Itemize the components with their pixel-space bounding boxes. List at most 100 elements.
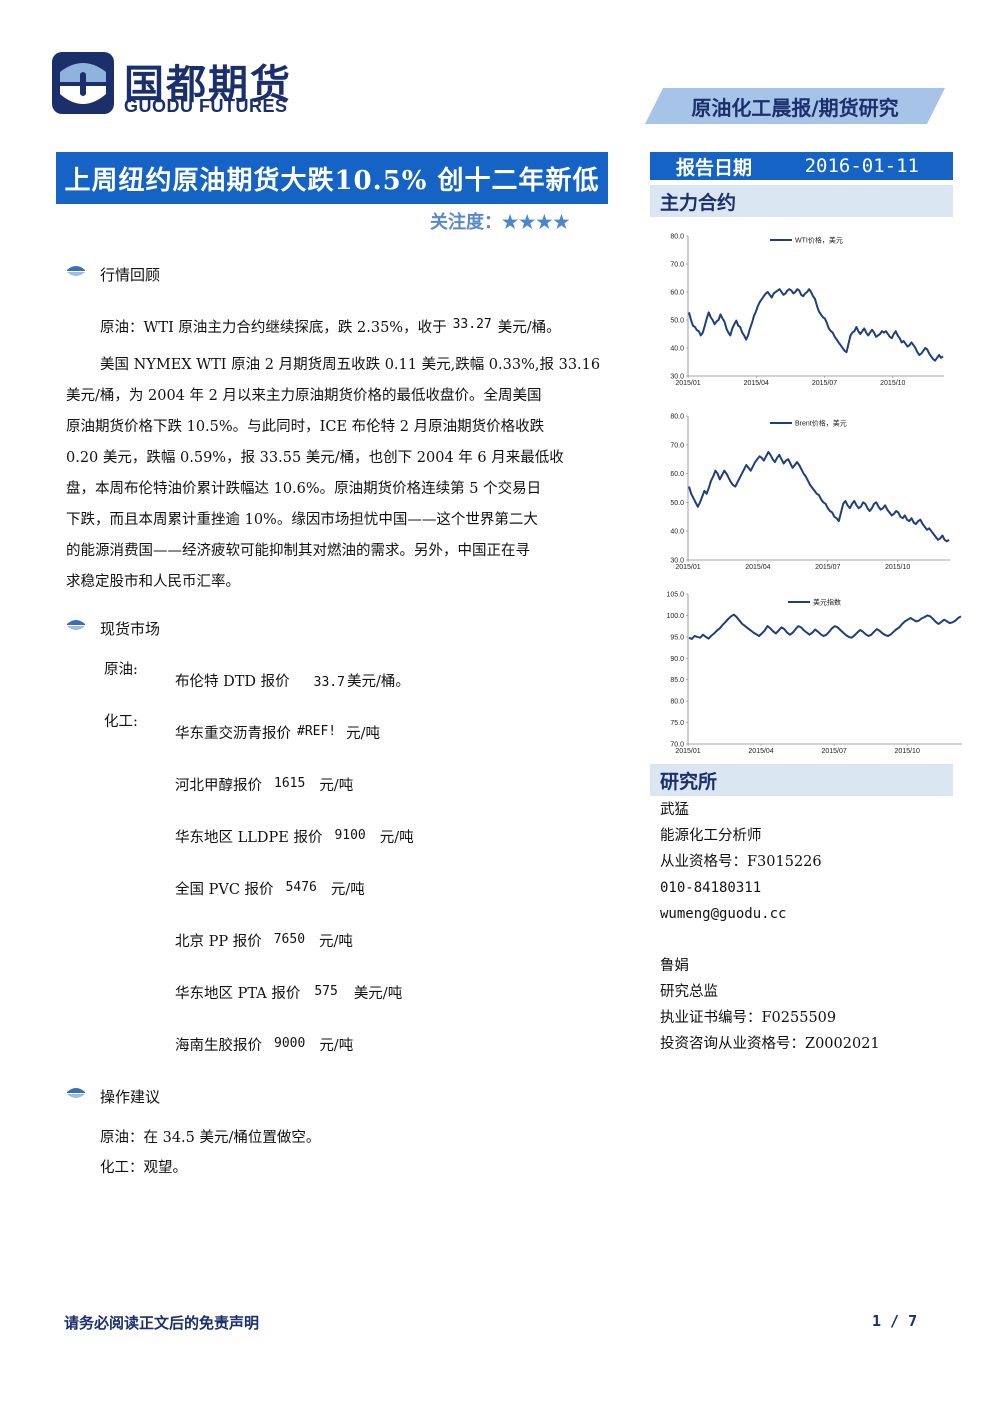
spot-item-unit: 元/吨 — [319, 778, 354, 794]
y-tick-label: 70.0 — [670, 742, 684, 749]
y-tick-label: 30.0 — [670, 558, 684, 565]
spot-item-name: 北京 PP 报价 — [175, 934, 262, 950]
y-tick-label: 70.0 — [670, 442, 684, 449]
x-tick-label: 2015/01 — [675, 748, 700, 755]
x-tick-label: 2015/04 — [745, 564, 770, 571]
advice-crude: 原油：在 34.5 美元/桶位置做空。 — [100, 1130, 321, 1146]
section-title-review: 行情回顾 — [100, 266, 161, 284]
y-tick-label: 60.0 — [670, 290, 684, 297]
report-type-banner: 原油化工晨报/期货研究 — [645, 88, 945, 124]
researcher-2: 鲁娟 研究总监 执业证书编号：F0255509 投资咨询从业资格号：Z00020… — [660, 953, 880, 1057]
y-tick-label: 40.0 — [670, 529, 684, 536]
review-line: 原油期货价格下跌 10.5%。与此同时，ICE 布伦特 2 月原油期货价格收跌 — [66, 419, 545, 435]
report-date-label: 报告日期 — [676, 156, 753, 179]
researcher-cert: 从业资格号：F3015226 — [660, 854, 822, 870]
x-tick-label: 2015/07 — [815, 564, 840, 571]
spot-item-unit: 元/吨 — [330, 882, 365, 898]
y-tick-label: 70.0 — [670, 262, 684, 269]
review-line: 求稳定股市和人民币汇率。 — [66, 574, 240, 590]
review-lead: 原油：WTI 原油主力合约继续探底，跌 2.35%，收于 33.27 美元/桶。 — [100, 316, 561, 337]
spot-item: 华东重交沥青报价 #REF! 元/吨 — [175, 722, 380, 743]
spot-item-name: 华东重交沥青报价 — [175, 726, 291, 742]
spot-item-unit: 美元/桶。 — [346, 674, 410, 690]
disclaimer-link[interactable]: 请务必阅读正文后的免责声明 — [64, 1314, 260, 1332]
attention-label: 关注度： — [430, 212, 502, 233]
spot-item-unit: 元/吨 — [346, 726, 381, 742]
y-tick-label: 80.0 — [670, 699, 684, 706]
spot-item: 海南生胶报价 9000 元/吨 — [175, 1034, 353, 1055]
spot-item-value: 7650 — [273, 932, 306, 947]
series-line — [688, 613, 962, 640]
spot-item: 河北甲醇报价 1615 元/吨 — [175, 774, 353, 795]
x-tick-label: 2015/10 — [895, 748, 920, 755]
review-lead-unit: 美元/桶。 — [497, 320, 561, 336]
researcher-phone: 010-84180311 — [660, 880, 762, 896]
review-lead-text: 原油：WTI 原油主力合约继续探底，跌 2.35%，收于 — [100, 320, 447, 336]
logo-english-text: GUODU FUTURES — [124, 96, 288, 116]
spot-item: 全国 PVC 报价 5476 元/吨 — [175, 878, 365, 899]
y-tick-label: 40.0 — [670, 346, 684, 353]
section-bullet-icon — [67, 1088, 85, 1098]
main-contract-header: 主力合约 — [650, 185, 953, 217]
y-tick-label: 85.0 — [670, 677, 684, 684]
advice-chem: 化工：观望。 — [100, 1160, 187, 1176]
report-title: 上周纽约原油期货大跌10.5% 创十二年新低 — [64, 165, 600, 196]
spot-item-name: 河北甲醇报价 — [175, 778, 262, 794]
spot-item: 布伦特 DTD 报价 33.7 美元/桶。 — [175, 670, 410, 691]
researcher-title: 研究总监 — [660, 984, 718, 1000]
spot-item-unit: 元/吨 — [379, 830, 414, 846]
page-number: 1 / 7 — [872, 1312, 918, 1330]
y-tick-label: 80.0 — [670, 414, 684, 421]
researcher-title: 能源化工分析师 — [660, 828, 762, 844]
review-paragraph: 美国 NYMEX WTI 原油 2 月期货周五收跌 0.11 美元,跌幅 0.3… — [66, 350, 602, 598]
spot-item-value: 9100 — [334, 828, 366, 843]
report-type-label: 原油化工晨报/期货研究 — [691, 95, 899, 120]
spot-item-value: #REF! — [297, 724, 337, 739]
x-tick-label: 2015/01 — [675, 564, 700, 571]
y-tick-label: 60.0 — [670, 471, 684, 478]
spot-item-unit: 元/吨 — [319, 934, 353, 950]
main-contract-label: 主力合约 — [660, 191, 737, 214]
section-bullet-icon — [67, 266, 85, 276]
spot-item-name: 海南生胶报价 — [175, 1038, 262, 1054]
y-tick-label: 50.0 — [670, 318, 684, 325]
section-title-spot: 现货市场 — [100, 620, 161, 638]
x-tick-label: 2015/07 — [821, 748, 846, 755]
y-tick-label: 30.0 — [670, 374, 684, 381]
spot-item-value: 1615 — [274, 776, 306, 791]
spot-item: 华东地区 PTA 报价 575 美元/吨 — [175, 982, 402, 1003]
spot-chem-label: 化工: — [104, 714, 138, 730]
wti-price-chart: 30.0 40.0 50.0 60.0 70.0 80.0 2015/01 2015/04 20… — [670, 234, 944, 387]
y-tick-label: 75.0 — [670, 720, 684, 727]
researcher-name: 鲁娟 — [660, 958, 689, 974]
attention-rating: 关注度：★★★★ — [430, 208, 571, 234]
guodu-logo-icon — [52, 52, 114, 114]
spot-item-value: 33.7 — [313, 675, 345, 690]
legend-label: 美元指数 — [813, 598, 841, 607]
x-tick-label: 2015/04 — [744, 380, 769, 387]
y-tick-label: 105.0 — [666, 592, 684, 599]
researcher-cert: 执业证书编号：F0255509 — [660, 1010, 837, 1026]
review-line: 下跌，而且本周累计重挫逾 10%。缘因市场担忧中国——这个世界第二大 — [66, 512, 538, 528]
x-tick-label: 2015/07 — [812, 380, 837, 387]
spot-item-unit: 美元/吨 — [353, 986, 403, 1002]
legend-label: Brent价格，美元 — [795, 419, 847, 428]
review-line: 美国 NYMEX WTI 原油 2 月期货周五收跌 0.11 美元,跌幅 0.3… — [100, 357, 601, 373]
wti-close-value: 33.27 — [452, 317, 492, 332]
review-line: 的能源消费国——经济疲软可能抑制其对燃油的需求。另外，中国正在寻 — [66, 543, 530, 559]
legend-label: WTI价格，美元 — [795, 236, 843, 245]
spot-item-value: 5476 — [285, 880, 317, 895]
series-line — [688, 288, 944, 362]
institute-header: 研究所 — [650, 764, 953, 796]
report-title-bar: 上周纽约原油期货大跌10.5% 创十二年新低 — [56, 152, 608, 204]
brent-price-chart: 30.0 40.0 50.0 60.0 70.0 80.0 2015/01 2015/04 20… — [670, 414, 950, 571]
researcher-email[interactable]: wumeng@guodu.cc — [660, 906, 787, 922]
x-tick-label: 2015/01 — [675, 380, 700, 387]
spot-item-unit: 元/吨 — [319, 1038, 354, 1054]
report-date-bar: 报告日期 2016-01-11 — [650, 152, 953, 180]
spot-item: 北京 PP 报价 7650 元/吨 — [175, 930, 353, 951]
x-tick-label: 2015/04 — [748, 748, 773, 755]
spot-item-value: 9000 — [274, 1036, 306, 1051]
dollar-index-chart: 70.0 75.0 80.0 85.0 90.0 95.0 100.0 105.0 2015/0… — [666, 592, 962, 755]
logo-chinese-text: 国都期货 — [124, 62, 292, 108]
